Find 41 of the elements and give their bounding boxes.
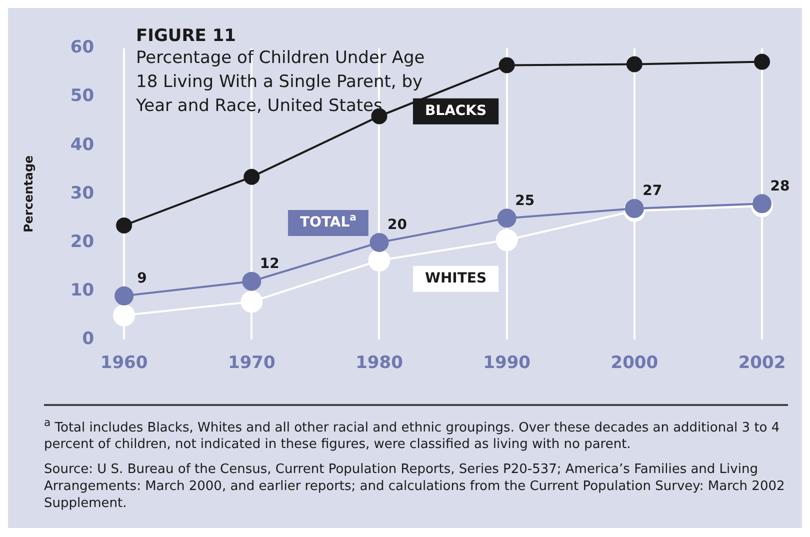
data-label: 25 (515, 192, 535, 209)
point (244, 168, 260, 185)
y-tick-label: 30 (70, 183, 94, 204)
y-axis-title: Percentage (21, 155, 36, 233)
point (116, 217, 132, 234)
data-label: 9 (137, 270, 147, 287)
source-note: Source: U S. Bureau of the Census, Current Population Reports, Series P20-537; America’s Families and Living Arrangements: March 2000, and earlier reports; and calculations from the Current Population Survey: March 2002 Supplement. (44, 461, 786, 512)
point (624, 198, 644, 218)
y-tick-label: 60 (70, 38, 94, 58)
y-tick-label: 0 (82, 329, 94, 350)
chart-title: FIGURE 11 (136, 26, 237, 46)
point (497, 208, 516, 228)
x-tick-label: 2000 (610, 353, 658, 374)
point (496, 229, 518, 252)
series-label: BLACKS (424, 102, 487, 119)
point (113, 304, 136, 326)
point (242, 272, 262, 291)
point (752, 194, 772, 214)
text: $^{a}$ Total includes Blacks, Whites and all other racial and ethnic groupings. Over these decades an additional 3 to 4 percent of children, not indicated in these figures, were classified as living with no parent. (44, 415, 781, 454)
series-label: WHITES (425, 270, 487, 287)
y-tick-label: 10 (70, 280, 94, 300)
data-label: 12 (260, 256, 280, 272)
y-tick-label: 20 (70, 232, 94, 252)
x-tick-label: 2002 (738, 353, 786, 374)
point (626, 56, 642, 72)
x-tick-label: 1980 (356, 353, 404, 374)
point (368, 249, 390, 272)
point (370, 232, 389, 252)
point (754, 54, 770, 70)
point (498, 57, 515, 74)
text: Percentage of Children Under Age 18 Living With a Single Parent, by Year and Race, United States (136, 48, 425, 116)
x-tick-label: 1960 (100, 353, 148, 374)
x-tick-label: 1970 (228, 353, 276, 374)
x-tick-label: 1990 (483, 353, 531, 374)
point (240, 290, 263, 313)
data-label: 27 (642, 183, 662, 200)
data-label: 20 (387, 217, 408, 234)
y-tick-label: 40 (70, 134, 94, 155)
y-tick-label: 50 (70, 86, 94, 106)
point (114, 286, 134, 306)
data-label: 28 (770, 178, 790, 194)
